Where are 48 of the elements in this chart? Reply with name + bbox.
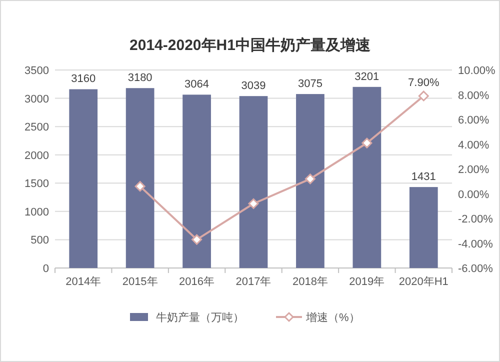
- y2-tick-label: -4.00%: [458, 238, 494, 250]
- bar: [182, 94, 211, 268]
- data-label: 3201: [354, 70, 380, 83]
- x-tick-label: 2014年: [66, 276, 102, 288]
- legend-label: 牛奶产量（万吨）: [156, 311, 244, 324]
- legend-label: 增速（%）: [305, 311, 360, 324]
- y2-tick-label: 0.00%: [458, 188, 490, 201]
- y-tick-label: 3500: [24, 65, 49, 77]
- y2-tick-label: 4.00%: [458, 139, 490, 152]
- x-tick-label: 2016年: [179, 276, 215, 288]
- data-label: 3039: [241, 80, 266, 92]
- y-tick-label: 1500: [24, 178, 49, 190]
- y2-tick-label: 6.00%: [458, 114, 490, 126]
- y-tick-label: 2000: [24, 150, 49, 162]
- y-tick-label: 2500: [24, 122, 49, 134]
- y2-tick-label: -6.00%: [458, 263, 494, 275]
- y2-tick-label: -2.00%: [458, 214, 494, 226]
- point: [304, 174, 316, 184]
- y-tick-label: 500: [30, 234, 49, 247]
- point: [362, 138, 372, 148]
- data-label: 3160: [71, 73, 96, 86]
- point: [192, 234, 202, 245]
- chart-title: 2014-2020年H1中国牛奶产量及增速: [130, 37, 372, 54]
- data-label: 3180: [128, 72, 152, 84]
- y2-tick-label: 10.00%: [458, 65, 496, 77]
- bar: [239, 96, 268, 268]
- bar: [69, 89, 98, 268]
- x-tick-label: 2020年H1: [398, 276, 448, 288]
- point: [418, 90, 429, 102]
- bar: [126, 88, 154, 268]
- x-tick-label: 2015年: [122, 276, 158, 288]
- y-tick-label: 3000: [24, 93, 49, 106]
- bar: [409, 187, 438, 268]
- y2-tick-label: 2.00%: [458, 164, 490, 176]
- y-tick-label: 0: [42, 263, 49, 275]
- point: [248, 198, 259, 209]
- x-tick-label: 2018年: [292, 276, 328, 288]
- data-label: 7.90%: [408, 76, 440, 89]
- bar: [296, 94, 324, 268]
- bar: [352, 86, 382, 268]
- data-label: 3064: [184, 78, 210, 91]
- y2-tick-label: 8.00%: [458, 90, 490, 102]
- data-label: 1431: [411, 171, 436, 184]
- x-tick-label: 2019年: [349, 276, 385, 288]
- x-tick-label: 2017年: [236, 276, 272, 288]
- data-label: 3075: [298, 78, 322, 90]
- point: [134, 181, 146, 192]
- y-tick-label: 1000: [24, 206, 49, 218]
